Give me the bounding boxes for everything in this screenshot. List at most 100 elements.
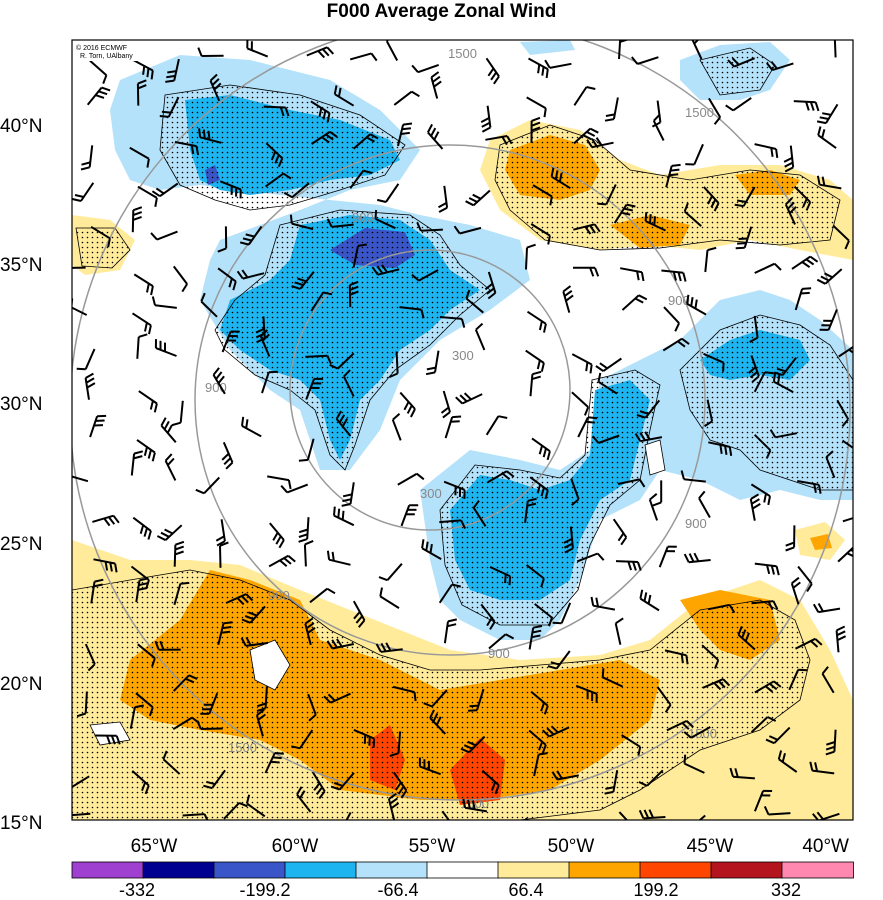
wind-barb-flag bbox=[669, 173, 679, 177]
wind-barb-flag bbox=[148, 706, 154, 717]
wind-barb-staff bbox=[750, 355, 760, 377]
wind-barb-staff bbox=[639, 597, 660, 612]
wind-barb-staff bbox=[431, 689, 448, 708]
wind-barb-flag bbox=[776, 367, 786, 373]
wind-barb-staff bbox=[377, 268, 400, 276]
wind-barb-flag bbox=[144, 785, 150, 795]
wind-barb-flag bbox=[400, 789, 408, 799]
wind-barb-flag bbox=[401, 127, 412, 131]
wind-barb-flag bbox=[536, 484, 542, 494]
wind-barb-flag bbox=[591, 138, 598, 147]
wind-barb-staff bbox=[571, 391, 589, 408]
wind-barb-flag bbox=[106, 735, 112, 745]
wind-barb-flag bbox=[493, 75, 500, 85]
wind-barb-staff bbox=[486, 105, 492, 128]
wind-barb-staff bbox=[131, 312, 152, 327]
wind-barb-flag bbox=[789, 206, 797, 214]
wind-barb-staff bbox=[93, 558, 116, 565]
wind-barb-staff bbox=[265, 172, 284, 188]
wind-barb-flag bbox=[298, 528, 309, 534]
wind-barb-flag bbox=[291, 745, 301, 750]
wind-barb-flag bbox=[272, 756, 282, 760]
wind-barb-staff bbox=[349, 482, 355, 505]
wind-barb-staff bbox=[225, 593, 247, 604]
wind-barb-staff bbox=[84, 348, 96, 370]
wind-barb-flag bbox=[137, 587, 148, 591]
wind-barb-flag bbox=[430, 71, 440, 79]
wind-barb-flag bbox=[65, 260, 68, 268]
wind-barb-staff bbox=[775, 432, 798, 439]
wind-barb-flag bbox=[326, 587, 336, 595]
wind-barb-staff bbox=[72, 306, 88, 316]
wind-barb-flag bbox=[714, 659, 720, 669]
wind-barb-flag bbox=[318, 790, 326, 800]
wind-barb-flag bbox=[278, 539, 285, 549]
wind-barb-staff bbox=[72, 475, 89, 483]
wind-barb-flag bbox=[438, 202, 447, 209]
wind-barb-flag bbox=[802, 287, 812, 290]
wind-barb-flag bbox=[686, 294, 690, 304]
contour-label: 1500 bbox=[448, 46, 477, 61]
wind-barb-flag bbox=[802, 198, 808, 208]
wind-barb-staff bbox=[704, 250, 709, 273]
wind-barb-flag bbox=[283, 191, 293, 199]
wind-barb-staff bbox=[691, 40, 703, 60]
wind-barb-flag bbox=[820, 275, 830, 282]
lat-label: 40°N bbox=[0, 116, 42, 137]
wind-barb-staff bbox=[209, 80, 221, 102]
wind-barb-flag bbox=[154, 640, 160, 651]
wind-barb-flag bbox=[147, 530, 152, 540]
contour-label: 300 bbox=[452, 348, 474, 363]
wind-barb-flag bbox=[727, 59, 735, 68]
wind-barb-flag bbox=[816, 278, 826, 285]
wind-barb-flag bbox=[637, 746, 642, 756]
wind-barb-flag bbox=[337, 508, 341, 518]
wind-barb-flag bbox=[385, 642, 392, 652]
wind-barb-flag bbox=[411, 64, 419, 73]
wind-barb-flag bbox=[402, 122, 413, 126]
wind-barb-staff bbox=[474, 329, 486, 351]
wind-barb-staff bbox=[476, 688, 485, 711]
wind-barb-flag bbox=[132, 206, 143, 212]
wind-barb-flag bbox=[724, 445, 728, 455]
wind-barb-staff bbox=[200, 300, 218, 318]
wind-barb-flag bbox=[738, 237, 748, 240]
wind-barb-staff bbox=[268, 554, 289, 568]
wind-barb-flag bbox=[322, 291, 333, 296]
wind-barb-staff bbox=[310, 291, 325, 312]
wind-barb-staff bbox=[468, 735, 486, 754]
wind-barb-flag bbox=[257, 713, 266, 721]
wind-barb-flag bbox=[142, 65, 146, 75]
east-small-orange bbox=[810, 534, 832, 550]
wind-barb-flag bbox=[329, 363, 339, 370]
wind-barb-staff bbox=[620, 267, 643, 274]
wind-barb-staff bbox=[613, 204, 628, 224]
wind-barb-staff bbox=[84, 643, 96, 665]
wind-barb-flag bbox=[325, 133, 334, 141]
wind-barb-staff bbox=[530, 223, 551, 237]
wind-barb-flag bbox=[590, 596, 595, 606]
wind-barb-flag bbox=[161, 110, 171, 114]
colorbar-label: 199.2 bbox=[633, 880, 678, 900]
wind-barb-staff bbox=[248, 225, 263, 246]
wind-barb-staff bbox=[708, 97, 722, 118]
wind-barb-flag bbox=[713, 116, 721, 125]
wind-barb-flag bbox=[589, 224, 596, 234]
wind-barb-flag bbox=[639, 410, 649, 415]
wind-barb-flag bbox=[153, 403, 158, 413]
wind-barb-flag bbox=[813, 483, 817, 493]
wind-barb-flag bbox=[333, 781, 344, 787]
colorbar-label: 66.4 bbox=[508, 880, 543, 900]
wind-barb-staff bbox=[441, 810, 450, 820]
colorbar-label: -66.4 bbox=[377, 880, 418, 900]
wind-barb-staff bbox=[263, 105, 286, 109]
wind-barb-staff bbox=[299, 271, 315, 290]
wind-barb-flag bbox=[274, 154, 280, 164]
wind-barb-flag bbox=[159, 640, 165, 650]
wind-barb-staff bbox=[443, 621, 449, 644]
wind-barb-flag bbox=[421, 539, 425, 549]
contour-1500 bbox=[72, 40, 851, 801]
wind-barb-flag bbox=[242, 237, 252, 242]
wind-barb-staff bbox=[842, 517, 853, 523]
wind-barb-flag bbox=[647, 594, 652, 605]
